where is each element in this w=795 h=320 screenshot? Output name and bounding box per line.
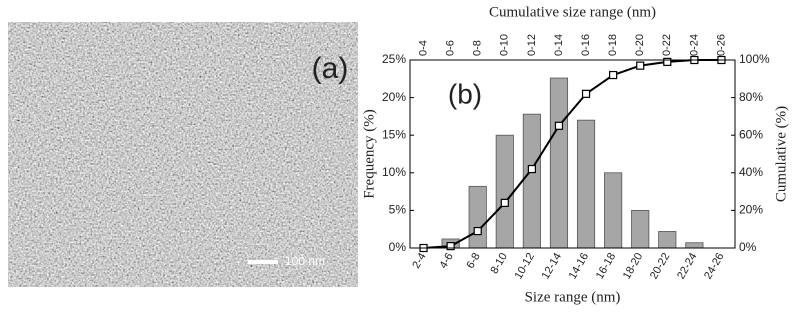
line-marker: [663, 57, 672, 66]
top-tick-label: 0-12: [526, 34, 538, 56]
y-tick-label: 20%: [382, 90, 406, 104]
y-axis-title: Frequency (%): [361, 109, 377, 199]
y-tick-label: 25%: [382, 52, 406, 66]
bar: [631, 209, 650, 249]
x-tick-label: 22-24: [675, 251, 699, 281]
x-tick-label: 10-12: [513, 251, 537, 281]
x-axis-title: Size range (nm): [525, 289, 621, 305]
x-tick-label: 4-6: [437, 251, 455, 271]
scale-bar: [248, 260, 278, 264]
x-tick-label: 8-10: [488, 251, 509, 276]
x-tick-label: 18-20: [621, 251, 645, 281]
y2-tick-label: 100%: [739, 52, 770, 66]
y2-tick-label: 0%: [739, 240, 757, 254]
y2-tick-label: 40%: [739, 165, 763, 179]
line-marker: [609, 70, 618, 80]
line-marker: [554, 121, 564, 130]
top-axis-title: Cumulative size range (nm): [489, 4, 656, 20]
y2-axis-title: Cumulative (%): [773, 106, 789, 202]
line-marker: [527, 164, 536, 174]
top-tick-label: 0-6: [445, 40, 457, 56]
y-tick-label: 0%: [389, 240, 407, 254]
bar: [468, 185, 487, 249]
bar: [495, 134, 514, 249]
top-tick-label: 0-18: [607, 34, 619, 56]
plot-frame: [409, 59, 736, 249]
x-tick-label: 6-8: [464, 251, 482, 271]
y2-tick-label: 20%: [739, 203, 763, 217]
top-tick-label: 0-20: [634, 34, 646, 56]
y2-tick-label: 60%: [739, 127, 763, 141]
panel-label: (b): [448, 78, 482, 109]
bar: [522, 113, 541, 249]
x-tick-label: 24-26: [702, 251, 726, 281]
bar: [658, 231, 677, 249]
top-tick-label: 0-24: [688, 34, 700, 56]
x-tick-label: 12-14: [540, 251, 564, 281]
bar: [604, 172, 623, 249]
panel-label: (a): [312, 52, 349, 85]
y-tick-label: 15%: [382, 127, 406, 141]
scale-bar-label: 100 nm: [285, 254, 325, 268]
top-tick-label: 0-8: [472, 40, 484, 56]
x-tick-label: 16-18: [594, 251, 618, 281]
top-tick-label: 0-14: [553, 34, 565, 56]
cumulative-line: [423, 59, 722, 249]
top-tick-label: 0-16: [580, 34, 592, 56]
top-tick-label: 0-10: [499, 34, 511, 56]
line-marker: [473, 226, 482, 236]
bar: [576, 119, 596, 249]
sem-texture: [8, 22, 358, 287]
line-marker: [500, 198, 509, 207]
top-tick-label: 0-4: [417, 40, 429, 56]
line-marker: [446, 242, 455, 251]
x-tick-label: 2-4: [410, 251, 428, 271]
y2-tick-label: 80%: [739, 90, 763, 104]
bar: [549, 77, 569, 249]
sem-image: (a) 100 nm: [8, 22, 358, 287]
top-tick-label: 0-26: [715, 34, 727, 56]
line-marker: [581, 89, 591, 98]
line-marker: [636, 61, 645, 70]
x-tick-label: 20-22: [648, 251, 672, 281]
x-tick-label: 14-16: [567, 251, 591, 281]
top-tick-label: 0-22: [661, 34, 673, 56]
y-tick-label: 5%: [389, 203, 407, 217]
y-tick-label: 10%: [382, 165, 406, 179]
bar: [685, 242, 704, 249]
